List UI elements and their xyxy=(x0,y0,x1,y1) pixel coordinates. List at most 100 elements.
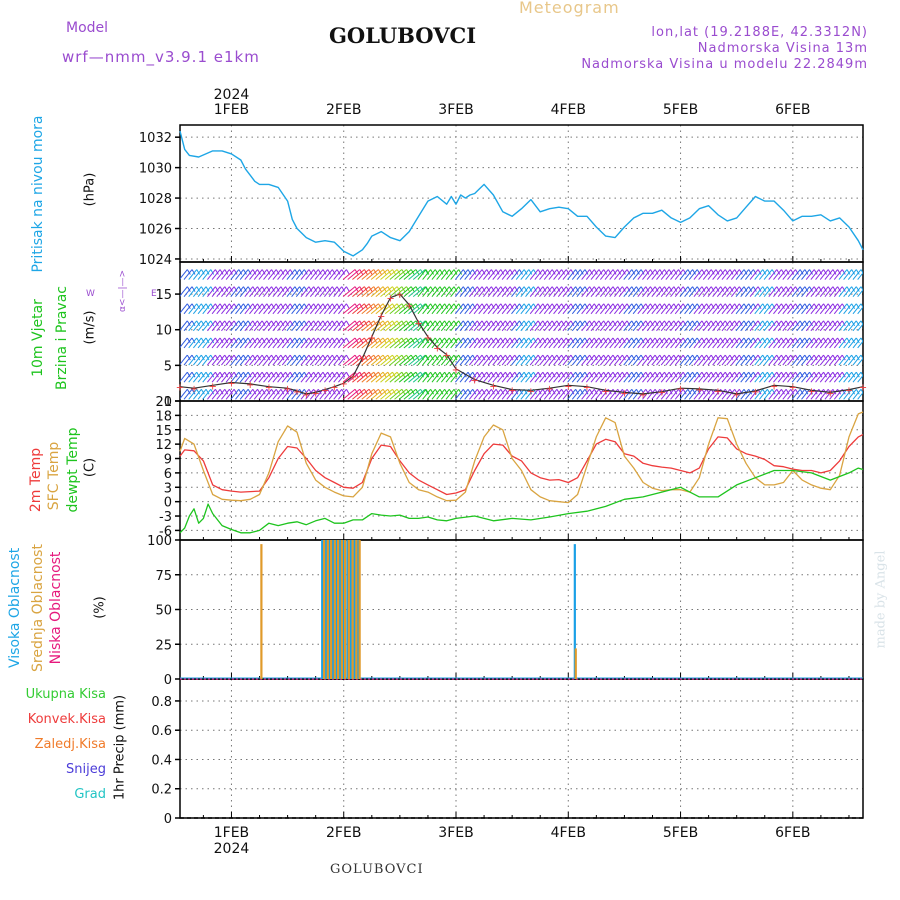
wind-barb xyxy=(829,286,838,297)
wind-barb-flag xyxy=(570,303,575,310)
wind-barb xyxy=(609,354,619,366)
wind-barb-flag xyxy=(542,371,547,378)
wind-barb xyxy=(777,320,787,332)
wind-barb xyxy=(314,286,324,297)
wind-barb xyxy=(272,354,282,366)
wind-barb xyxy=(656,286,665,297)
wind-barb-flag xyxy=(205,389,210,395)
wind-barb xyxy=(838,303,848,315)
wind-barb xyxy=(815,337,824,349)
wind-barb xyxy=(721,320,731,332)
wind-barb-flag xyxy=(654,371,659,378)
wind-barb xyxy=(843,371,853,383)
wind-barb-flag xyxy=(462,354,467,361)
wind-barb-flag xyxy=(682,269,687,275)
wind-barb-flag xyxy=(579,371,584,378)
wind-barb-flag xyxy=(247,337,252,344)
wind-barb xyxy=(553,320,562,332)
wind-barb xyxy=(730,286,740,297)
wind-barb xyxy=(782,303,792,315)
wind-barb xyxy=(618,269,628,280)
wind-barb xyxy=(445,337,455,349)
wind-speed-line xyxy=(179,293,864,395)
wind-barb-flag xyxy=(533,286,537,292)
wind-barb xyxy=(670,286,679,297)
wind-barb xyxy=(791,320,801,332)
wind-barb xyxy=(422,269,431,280)
wind-barb-flag xyxy=(486,286,491,292)
wind-barb-flag xyxy=(542,337,547,344)
wind-barb-flag xyxy=(640,286,645,292)
wind-barb xyxy=(712,354,722,366)
wind-barb xyxy=(599,337,609,349)
wind-barb-flag xyxy=(252,269,257,275)
wind-barb xyxy=(356,388,370,400)
wind-barb-flag xyxy=(336,371,341,378)
wind-barb xyxy=(571,354,581,366)
wind-barb-flag xyxy=(430,320,435,327)
pressure-line xyxy=(179,130,864,257)
wind-barb xyxy=(819,320,829,332)
wind-barb-flag xyxy=(771,371,776,378)
wind-barb xyxy=(440,269,450,280)
wind-barb-flag xyxy=(490,389,495,395)
wind-barb xyxy=(253,269,263,280)
wind-barb xyxy=(684,371,693,383)
cloud-y-tick-label: 50 xyxy=(155,604,172,619)
wind-barb-flag xyxy=(261,337,266,344)
wind-barb xyxy=(571,269,581,280)
wind-barb xyxy=(740,371,750,383)
wind-barb-flag xyxy=(275,286,280,292)
wind-barb-flag xyxy=(257,337,261,344)
wind-barb-flag xyxy=(261,269,266,275)
wind-barb xyxy=(180,371,188,383)
wind-barb xyxy=(492,388,502,400)
wind-speed-marker: + xyxy=(176,383,184,394)
wind-barb xyxy=(487,269,497,280)
wind-barb-flag xyxy=(781,269,785,275)
wind-barb xyxy=(707,303,717,315)
wind-barb-flag xyxy=(645,320,650,327)
wind-barb xyxy=(763,303,773,315)
wind-barb xyxy=(202,303,212,315)
wind-barb xyxy=(702,286,712,297)
wind-barb-flag xyxy=(860,354,863,360)
wind-barb-flag xyxy=(430,389,435,395)
wind-barb xyxy=(361,269,375,280)
wind-barb xyxy=(730,320,740,332)
wind-barb-flag xyxy=(762,320,767,327)
wind-barb xyxy=(408,286,421,298)
wind-barb-flag xyxy=(528,286,533,292)
wind-barb xyxy=(801,388,810,400)
wind-barb xyxy=(328,320,338,332)
wind-barb xyxy=(417,371,427,383)
wind-barb xyxy=(632,371,642,383)
wind-barb-flag xyxy=(799,371,804,378)
wind-barb-flag xyxy=(196,303,201,310)
wind-barb xyxy=(361,286,375,298)
wind-barb-flag xyxy=(738,269,743,275)
wind-barb xyxy=(221,337,230,349)
wind-barb xyxy=(665,388,675,400)
wind-barb xyxy=(805,269,815,280)
wind-barb-flag xyxy=(528,337,533,344)
wind-speed-marker: + xyxy=(209,381,217,392)
wind-barb-flag xyxy=(626,286,631,292)
wind-barb xyxy=(730,388,740,400)
wind-barb xyxy=(183,371,193,383)
wind-barb xyxy=(656,303,665,315)
wind-barb xyxy=(801,354,810,366)
wind-barb-flag xyxy=(776,286,781,292)
wind-barb-flag xyxy=(776,269,781,275)
wind-barb xyxy=(188,388,198,400)
wind-barb xyxy=(291,303,301,315)
wind-barb-flag xyxy=(252,337,257,344)
wind-barb xyxy=(403,371,417,383)
wind-barb-flag xyxy=(191,303,196,310)
wind-barb-flag xyxy=(425,269,430,275)
wind-barb-flag xyxy=(799,269,804,275)
wind-barb-flag xyxy=(715,303,720,310)
wind-barb-flag xyxy=(285,269,290,275)
wind-speed-marker: + xyxy=(602,386,610,397)
wind-speed-marker: + xyxy=(789,383,797,394)
